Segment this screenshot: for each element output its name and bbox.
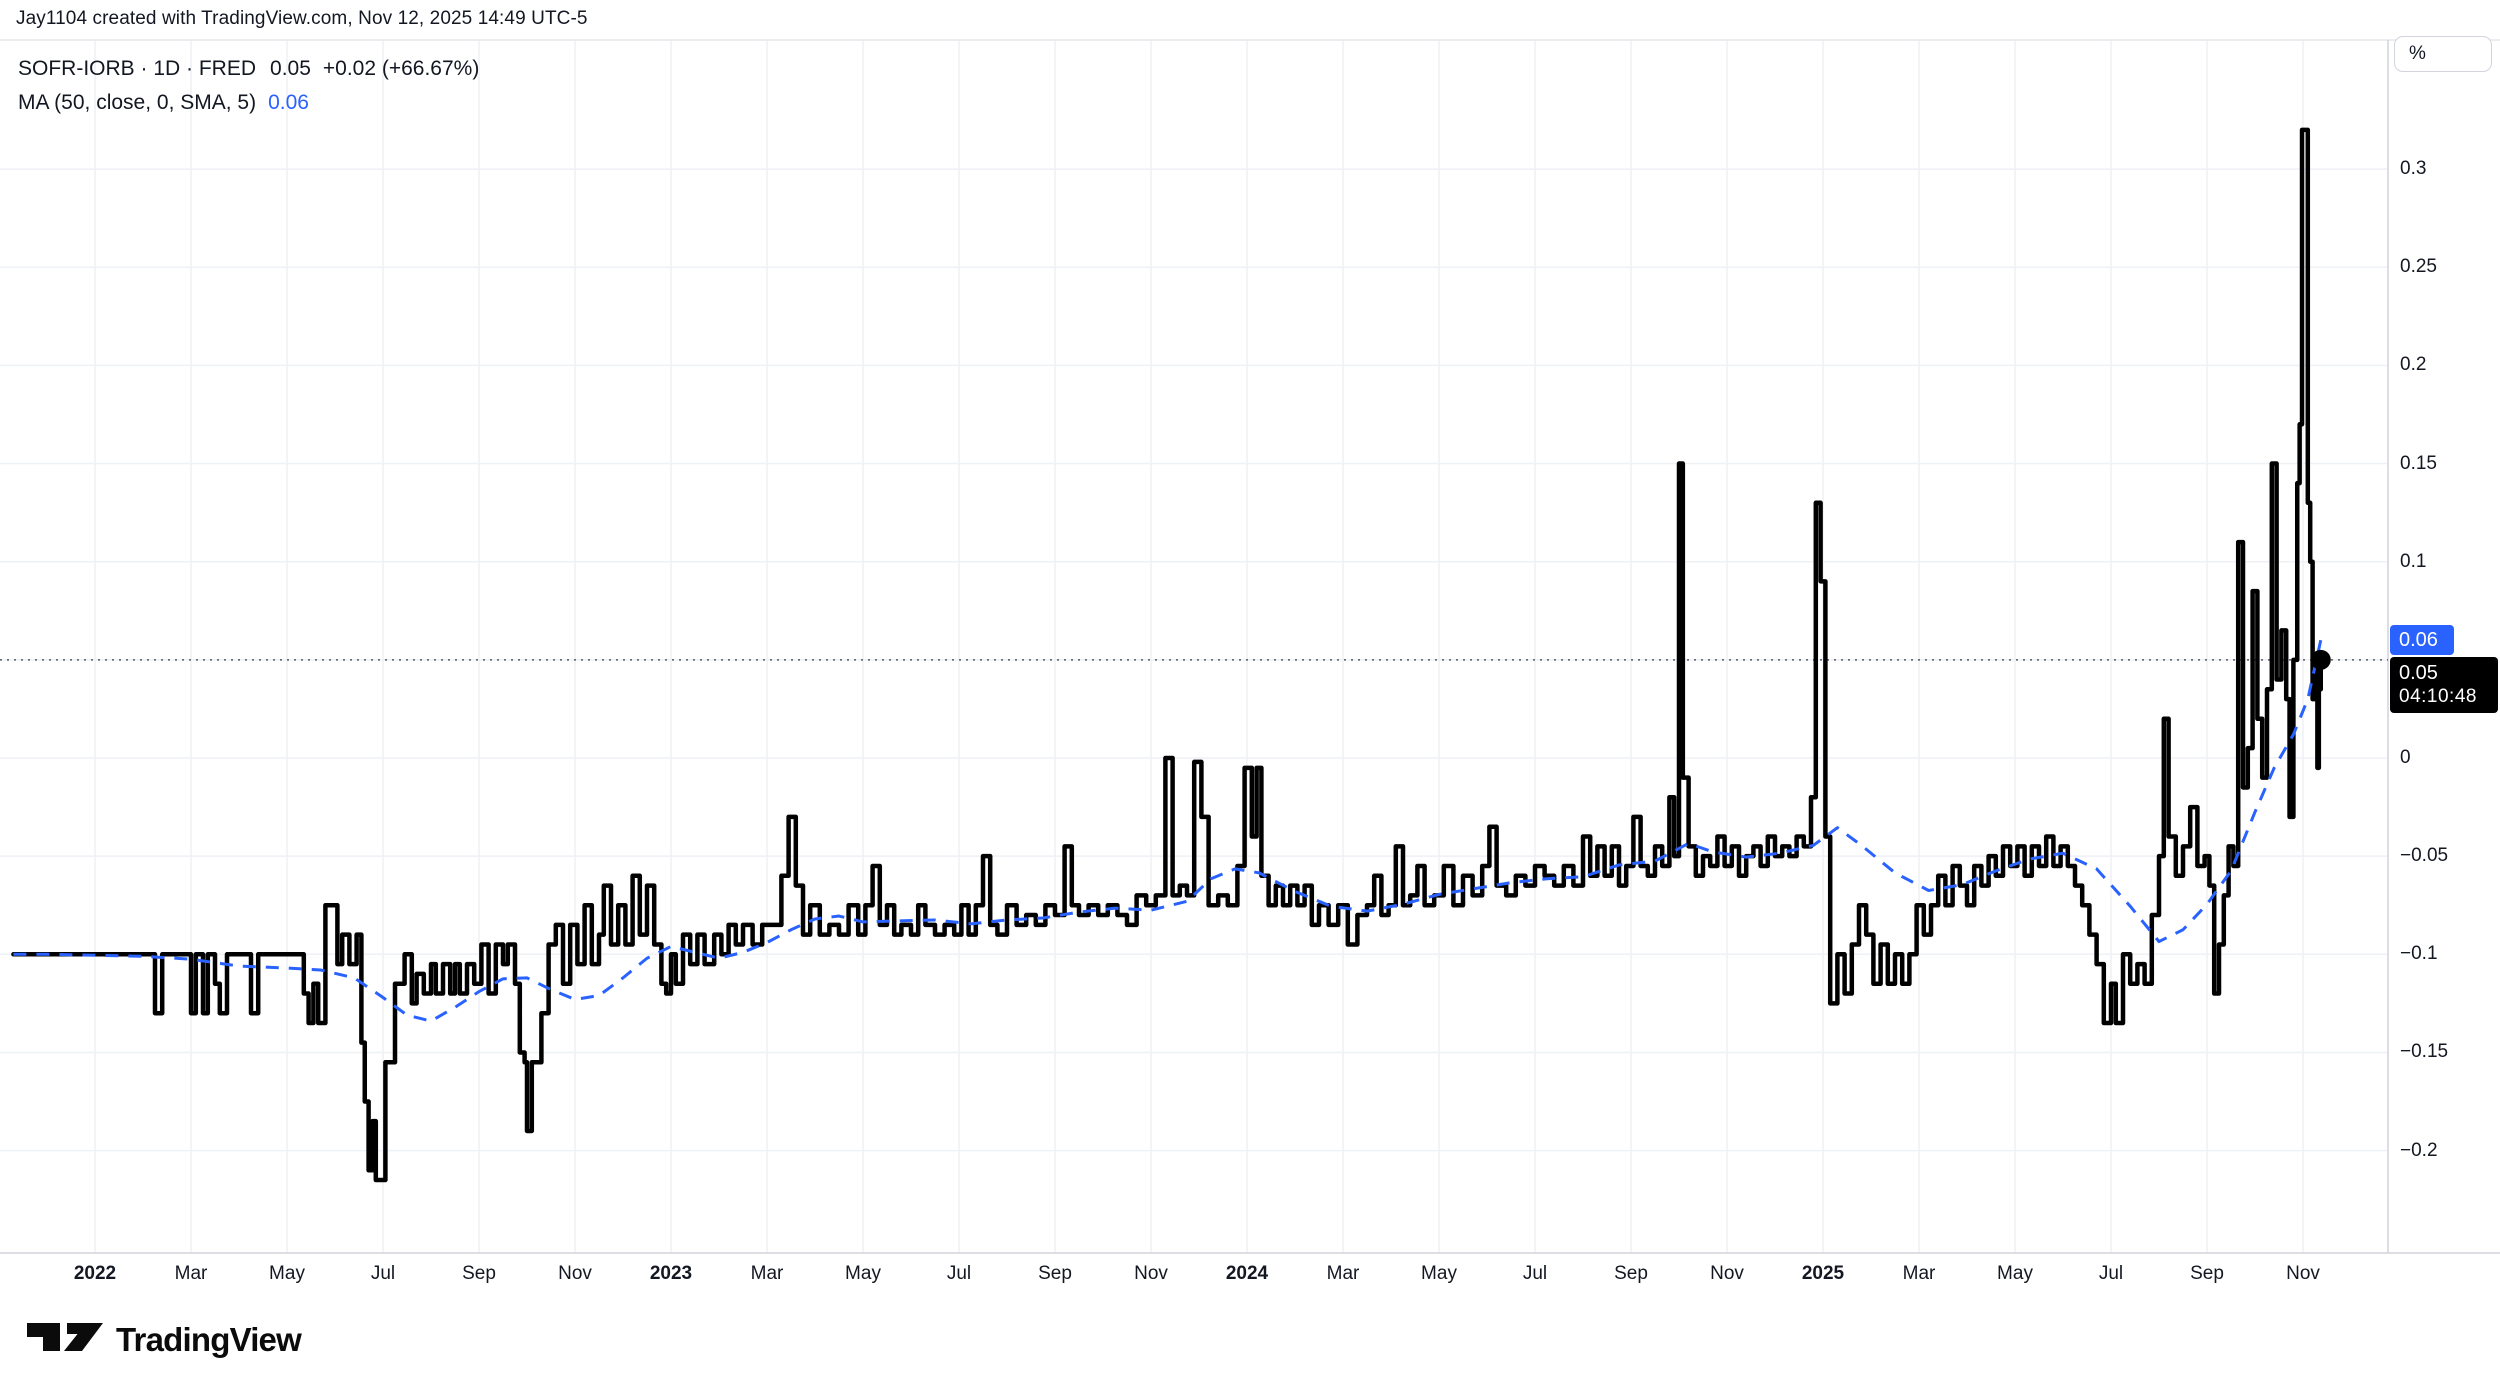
bar-countdown: 04:10:48 <box>2399 686 2477 707</box>
price-scale-label: 0.25 <box>2400 256 2437 278</box>
time-scale-label: Mar <box>750 1263 784 1284</box>
price-scale-label: 0.1 <box>2400 550 2427 572</box>
price-series-line[interactable] <box>11 127 2324 1183</box>
chart-legend: SOFR-IORB · 1D · FRED 0.05 +0.02 (+66.67… <box>18 52 479 120</box>
last-value: 0.05 <box>270 57 311 80</box>
time-scale-label: Sep <box>1038 1263 1072 1284</box>
price-scale-label: 0.3 <box>2400 158 2427 180</box>
time-scale-label: 2024 <box>1225 1263 1269 1284</box>
ma-value: 0.06 <box>268 91 309 114</box>
ma-price-badge: 0.06 <box>2390 625 2454 655</box>
tradingview-logo-icon <box>27 1323 103 1351</box>
price-scale-label: −0.15 <box>2400 1041 2449 1063</box>
time-scale-label: 2022 <box>73 1263 117 1284</box>
price-scale-label: −0.2 <box>2400 1139 2438 1161</box>
price-scale-unit-box[interactable]: % <box>2394 36 2492 72</box>
last-price-badge: 0.05 04:10:48 <box>2390 657 2498 713</box>
time-scale-label: May <box>845 1263 881 1284</box>
tradingview-footer[interactable]: TradingView <box>26 1314 302 1366</box>
time-scale-label: Sep <box>462 1263 496 1284</box>
time-scale-label: Nov <box>1134 1263 1168 1284</box>
attribution-text: Jay1104 created with TradingView.com, No… <box>16 8 588 29</box>
price-scale-label: 0.15 <box>2400 452 2437 474</box>
price-scale-label: 0 <box>2400 747 2411 768</box>
price-scale-label: −0.1 <box>2400 943 2438 965</box>
time-scale-label: Nov <box>558 1263 592 1284</box>
time-scale-label: Sep <box>1614 1263 1648 1284</box>
legend-ma-row[interactable]: MA (50, close, 0, SMA, 5) 0.06 <box>18 86 479 120</box>
price-scale-label: 0.2 <box>2400 354 2427 376</box>
legend-symbol-row[interactable]: SOFR-IORB · 1D · FRED 0.05 +0.02 (+66.67… <box>18 52 479 86</box>
price-scale-label: −0.05 <box>2400 845 2449 867</box>
time-scale-label: Jul <box>2098 1263 2124 1284</box>
time-scale-label: Jul <box>1522 1263 1548 1284</box>
time-scale-label: Jul <box>946 1263 972 1284</box>
time-scale-label: 2023 <box>649 1263 693 1284</box>
time-scale-label: Nov <box>2286 1263 2320 1284</box>
change-value: +0.02 (+66.67%) <box>322 57 480 80</box>
percent-unit-label: % <box>2409 43 2426 64</box>
time-scale-label: 2025 <box>1801 1263 1845 1284</box>
time-scale-label: Mar <box>1326 1263 1360 1284</box>
last-price-value: 0.05 <box>2399 662 2438 684</box>
time-scale-label: Jul <box>370 1263 396 1284</box>
time-scale-label: Mar <box>174 1263 208 1284</box>
time-scale-label: Sep <box>2190 1263 2224 1284</box>
time-scale-label: May <box>1997 1263 2033 1284</box>
time-scale-label: May <box>269 1263 305 1284</box>
ma-label: MA (50, close, 0, SMA, 5) <box>18 91 257 114</box>
time-scale-label: Mar <box>1902 1263 1936 1284</box>
symbol-title: SOFR-IORB · 1D · FRED <box>18 57 257 80</box>
last-price-dot <box>2310 649 2331 670</box>
time-scale-label: May <box>1421 1263 1457 1284</box>
tradingview-wordmark: TradingView <box>116 1321 302 1358</box>
time-scale-label: Nov <box>1710 1263 1744 1284</box>
